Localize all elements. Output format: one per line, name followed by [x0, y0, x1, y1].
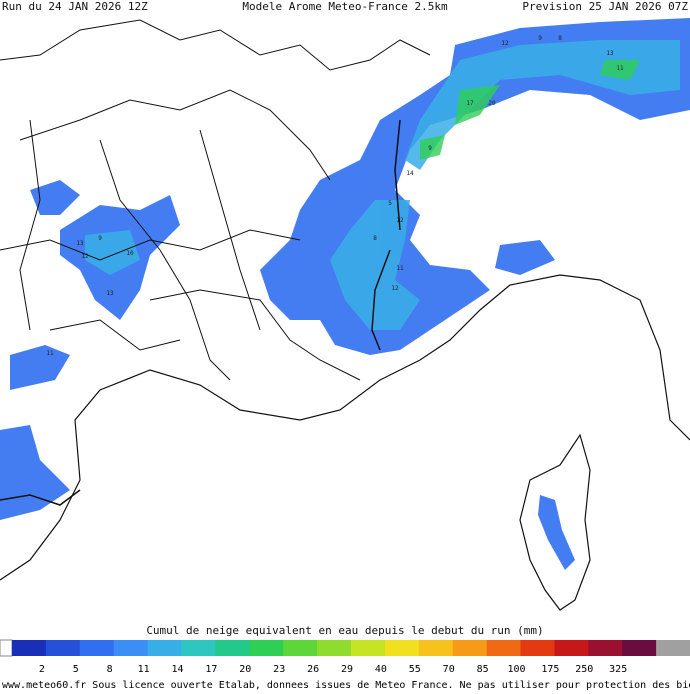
- colorbar-cell: [283, 640, 318, 656]
- colorbar-cell: [622, 640, 657, 656]
- colorbar-cell: [113, 640, 149, 656]
- colorbar-cell: [0, 639, 13, 657]
- map-value-label: 14: [406, 170, 414, 177]
- colorbar-label: 26: [307, 664, 319, 675]
- snow-peak: [420, 60, 640, 160]
- colorbar-cell: [554, 640, 589, 656]
- map-value-label: 13: [76, 240, 84, 247]
- map-value-label: 12: [391, 285, 399, 292]
- colorbar-label: 29: [341, 664, 353, 675]
- colorbar-label: 14: [171, 664, 183, 675]
- map-value-label: 17: [466, 100, 474, 107]
- colorbar-cell: [588, 640, 623, 656]
- colorbar-cell: [45, 640, 81, 656]
- map-value-label: 10: [126, 250, 134, 257]
- colorbar-cell: [351, 640, 386, 656]
- colorbar-cell: [249, 640, 284, 656]
- borders: [0, 19, 431, 506]
- map-value-labels: 12 9 8 13 17 20 11 14 9 5 12 8 11 12 13 9 12 10 11 13: [46, 35, 624, 357]
- colorbar-label: 2: [39, 664, 45, 675]
- colorbar-label: 100: [507, 664, 525, 675]
- map-value-label: 9: [98, 235, 102, 242]
- map-value-label: 11: [396, 265, 404, 272]
- colorbar-cell: [12, 640, 47, 656]
- map-value-label: 12: [501, 40, 509, 47]
- colorbar-cell: [181, 640, 216, 656]
- forecast-time: Prevision 25 JAN 2026 07Z: [522, 0, 688, 13]
- map-value-label: 9: [428, 145, 432, 152]
- header-bg: [0, 0, 690, 14]
- colorbar: 2 5 8 11 14 17 20 23 26 29 40 55 70 85 100 175 250 325: [0, 639, 690, 675]
- colorbar-label: 85: [477, 664, 489, 675]
- map-value-label: 5: [388, 200, 392, 207]
- map-value-label: 12: [396, 217, 404, 224]
- colorbar-label: 17: [205, 664, 217, 675]
- colorbar-label: 70: [443, 664, 455, 675]
- model-name: Modele Arome Meteo-France 2.5km: [242, 0, 448, 13]
- map-value-label: 13: [106, 290, 114, 297]
- map-value-label: 8: [558, 35, 562, 42]
- colorbar-label: 8: [107, 664, 113, 675]
- colorbar-title: Cumul de neige equivalent en eau depuis …: [146, 624, 543, 637]
- map-value-label: 11: [46, 350, 54, 357]
- colorbar-label: 40: [375, 664, 387, 675]
- colorbar-label: 5: [73, 664, 79, 675]
- map-value-label: 12: [81, 253, 89, 260]
- colorbar-cell: [486, 640, 521, 656]
- colorbar-label: 23: [273, 664, 285, 675]
- footer: www.meteo60.fr Sous licence ouverte Etal…: [2, 680, 690, 690]
- coastline: [0, 274, 690, 611]
- colorbar-cell: [520, 640, 555, 656]
- map-value-label: 11: [616, 65, 624, 72]
- map-value-label: 20: [488, 100, 496, 107]
- colorbar-cell: [418, 640, 454, 656]
- map-value-label: 13: [606, 50, 614, 57]
- colorbar-cell: [79, 640, 115, 656]
- map-value-label: 9: [538, 35, 542, 42]
- colorbar-label: 325: [609, 664, 627, 675]
- colorbar-label: 20: [239, 664, 251, 675]
- run-time: Run du 24 JAN 2026 12Z: [2, 0, 148, 13]
- colorbar-cell: [384, 640, 420, 656]
- colorbar-label: 250: [575, 664, 593, 675]
- colorbar-label: 55: [409, 664, 421, 675]
- colorbar-cell: [215, 640, 250, 656]
- colorbar-cell: [452, 640, 488, 656]
- map-value-label: 8: [373, 235, 377, 242]
- colorbar-cell: [147, 640, 182, 656]
- colorbar-cell: [317, 640, 352, 656]
- colorbar-label: 175: [541, 664, 559, 675]
- colorbar-cell: [656, 640, 690, 656]
- colorbar-label: 11: [138, 664, 150, 675]
